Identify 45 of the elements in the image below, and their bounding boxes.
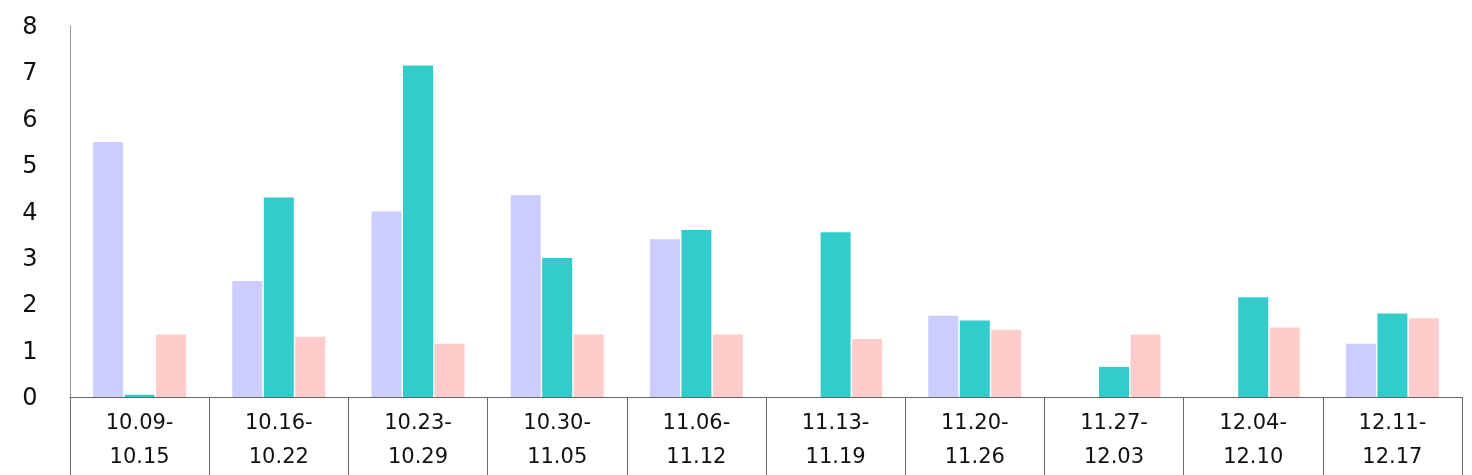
bar <box>1130 334 1161 397</box>
bar <box>681 230 712 397</box>
bar <box>573 334 604 397</box>
bar <box>542 257 573 397</box>
y-tick-label: 6 <box>22 104 38 133</box>
bar <box>1345 343 1376 397</box>
bar <box>156 334 187 397</box>
bar <box>959 320 990 397</box>
y-tick-label: 7 <box>22 58 38 87</box>
x-tick-label: 10.23- 10.29 <box>384 410 452 468</box>
bar <box>1269 327 1300 397</box>
x-tick-label: 11.06- 11.12 <box>662 410 731 468</box>
bar <box>649 239 680 397</box>
y-tick-label: 3 <box>22 243 38 272</box>
bar <box>295 336 326 397</box>
x-tick-label: 10.16- 10.22 <box>244 410 313 468</box>
bar <box>510 195 541 397</box>
y-tick-label: 8 <box>22 12 38 40</box>
bar <box>403 65 433 397</box>
bar <box>928 315 959 397</box>
y-tick-label: 4 <box>22 197 38 226</box>
x-tick-label: 11.20- 11.26 <box>940 410 1009 468</box>
y-tick-label: 0 <box>22 383 38 411</box>
bar <box>232 281 263 397</box>
bar <box>1408 318 1439 397</box>
bar <box>820 232 851 397</box>
x-tick-label: 12.04- 12.10 <box>1219 410 1288 468</box>
bar <box>93 141 124 397</box>
bar <box>371 211 402 397</box>
bar <box>1099 366 1129 397</box>
y-tick-label: 5 <box>22 151 38 180</box>
bar <box>991 329 1022 397</box>
y-tick-label: 1 <box>22 336 38 365</box>
bar <box>712 334 743 397</box>
x-tick-label: 12.11- 12.17 <box>1358 410 1427 468</box>
x-tick-label: 10.09- 10.15 <box>105 410 174 468</box>
bar <box>263 197 294 397</box>
x-tick-label: 11.27- 12.03 <box>1080 410 1148 468</box>
bar <box>434 343 465 397</box>
y-tick-label: 2 <box>22 290 38 319</box>
x-tick-label: 10.30- 11.05 <box>523 410 592 468</box>
bar <box>1238 297 1269 397</box>
bar <box>852 339 883 397</box>
bar <box>1377 313 1408 397</box>
x-tick-label: 11.13- 11.19 <box>801 410 870 468</box>
